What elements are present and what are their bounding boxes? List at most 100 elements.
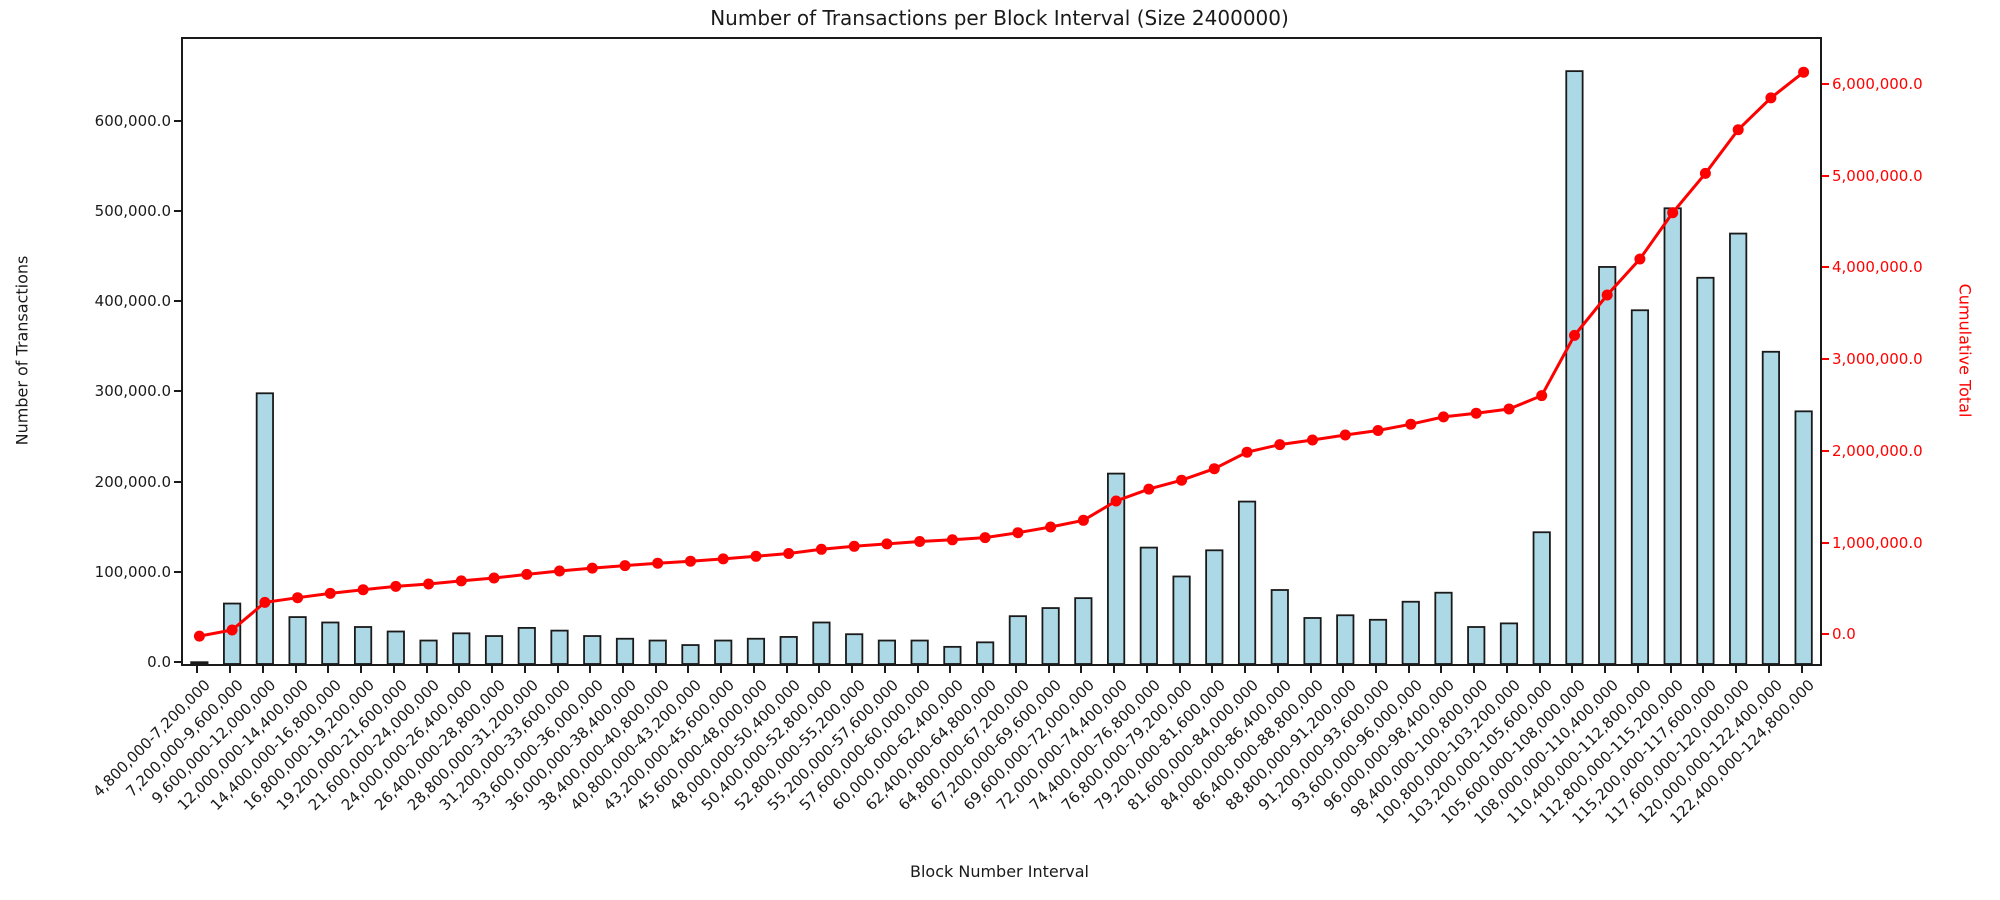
x-tick-mark [687,666,690,673]
bar [1172,575,1191,665]
x-tick-mark [1538,666,1541,673]
line-point [292,592,304,604]
line-point [685,555,696,567]
bar [615,637,635,665]
y-right-tick-mark [1822,358,1829,361]
line-point [848,540,860,552]
x-tick-mark [229,666,232,673]
y-left-tick-label: 500,000.0 [94,201,171,220]
bar [1041,607,1060,665]
line-point [1634,253,1646,265]
y-axis-right-label: Cumulative Total [1955,283,1975,418]
x-tick-mark [1669,666,1672,673]
y-right-tick-label: 5,000,000.0 [1832,166,1923,185]
bar [484,635,504,665]
x-tick-mark [523,666,526,673]
x-tick-mark [1375,666,1377,673]
x-tick-mark [1178,666,1181,673]
bar [1008,615,1027,665]
bar [812,621,831,665]
x-tick-mark [1113,666,1116,673]
bar [386,630,405,665]
line-point [914,536,926,547]
bar [1270,589,1289,665]
bar [288,616,307,665]
line-point [554,565,565,577]
y-right-tick-label: 1,000,000.0 [1832,533,1923,552]
x-tick-mark [818,666,821,673]
x-tick-mark [1407,666,1410,673]
y-left-tick-mark [174,119,181,122]
chart-canvas [190,66,1813,665]
x-tick-mark [1276,666,1279,673]
y-left-tick-label: 400,000.0 [94,292,171,311]
line-point [1667,207,1679,219]
chart-title: Number of Transactions per Block Interva… [710,6,1289,30]
x-tick-mark [1767,666,1770,673]
line-point [1601,289,1613,301]
y-right-tick-label: 0.0 [1832,625,1856,644]
x-tick-mark [1604,666,1607,673]
bar [1499,622,1519,665]
line-point [1339,429,1351,441]
x-tick-mark [1342,666,1345,673]
line-point [423,578,435,590]
x-tick-mark [1014,666,1017,673]
x-tick-mark [327,666,330,673]
bar [1598,266,1617,665]
bar [1336,614,1355,665]
x-tick-mark [916,666,919,673]
line-point [226,624,238,636]
line-point [1438,411,1449,423]
x-tick-mark [1636,666,1639,673]
x-tick-mark [1145,666,1148,673]
line-point [1798,66,1810,78]
bar [877,639,896,665]
line-point [488,572,500,584]
line-point [357,584,369,596]
x-tick-mark [261,666,264,673]
line-point [619,560,631,572]
bar [190,661,209,665]
y-left-tick-mark [174,661,181,663]
bar [452,632,471,665]
y-left-tick-label: 100,000.0 [94,562,171,581]
bar [943,645,962,665]
x-tick-mark [425,666,428,673]
line-point [881,538,893,550]
line-point [259,596,271,608]
line-point [1077,514,1089,526]
line-point [455,575,467,587]
y-right-tick-mark [1822,633,1829,636]
bar [419,639,438,665]
bar [1401,600,1420,665]
x-tick-mark [1309,666,1312,673]
bar [779,636,798,665]
line-point [979,532,991,544]
y-left-tick-mark [174,209,181,212]
line-point [1274,439,1286,451]
x-tick-mark [1800,666,1803,673]
x-tick-mark [1080,666,1083,673]
x-axis-label: Block Number Interval [910,862,1089,881]
bar [1434,591,1453,665]
y-left-tick-label: 200,000.0 [94,472,171,491]
y-left-tick-mark [174,390,181,393]
y-right-tick-mark [1822,174,1829,177]
line-point [1405,418,1417,430]
bar [976,641,995,665]
line-point [717,553,729,565]
y-left-tick-label: 600,000.0 [94,111,171,130]
x-tick-mark [360,666,363,673]
x-tick-mark [785,666,788,673]
bar [1368,618,1388,665]
x-tick-mark [720,666,723,673]
bar [681,644,700,665]
x-tick-mark [1735,666,1738,673]
line-point [1536,390,1548,402]
line-point [324,587,336,599]
line-point [946,534,958,546]
bar [714,639,733,665]
x-tick-mark [982,666,985,673]
x-tick-mark [949,666,952,673]
